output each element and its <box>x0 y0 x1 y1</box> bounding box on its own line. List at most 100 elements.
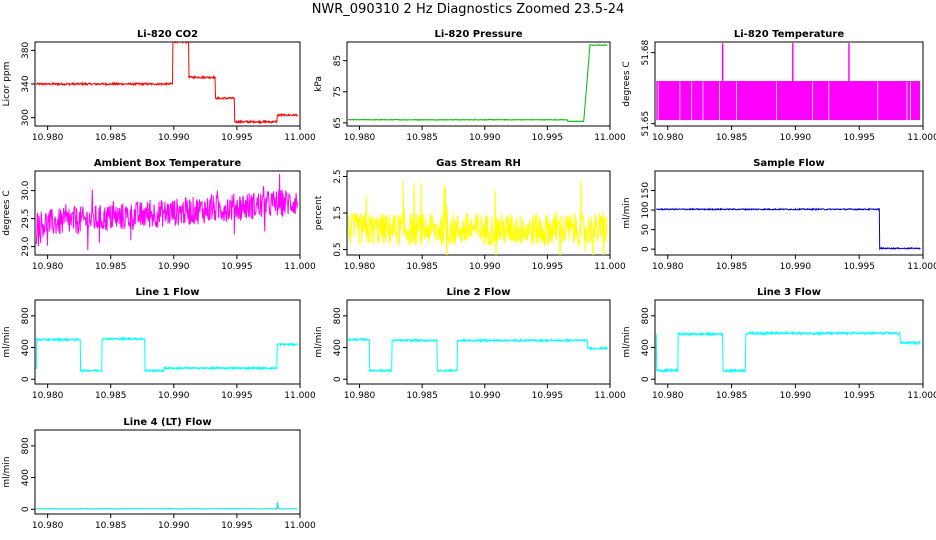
y-tick-label: 800 <box>21 437 31 454</box>
y-tick-label: 300 <box>21 109 31 126</box>
plot-frame <box>654 170 924 256</box>
plot-frame <box>34 170 301 256</box>
y-tick-label: 51.65 <box>641 111 651 137</box>
y-tick-label: 400 <box>21 339 31 356</box>
panel-title: Li-820 CO2 <box>137 29 198 40</box>
series-line <box>35 42 298 125</box>
series-group <box>348 337 608 373</box>
x-tick-label: 10.980 <box>652 262 684 272</box>
x-tick-label: 10.995 <box>221 262 253 272</box>
x-tick-label: 10.995 <box>843 262 875 272</box>
plot-frame <box>654 41 924 127</box>
x-tick-label: 11.000 <box>284 133 316 143</box>
panel-title: Li-820 Pressure <box>434 29 522 40</box>
series-band <box>656 81 921 121</box>
series-line <box>347 180 608 255</box>
panel-3: Li-820 Temperature 10.980 10.985 10.990 10.9… <box>622 29 936 143</box>
panel-title: Line 4 (LT) Flow <box>123 417 211 428</box>
panel-title: Gas Stream RH <box>436 158 521 169</box>
x-tick-label: 10.980 <box>32 521 64 531</box>
panel-2: Li-820 Pressure 10.980 10.985 10.990 10.995 1… <box>314 29 626 143</box>
y-tick-label: 75 <box>333 86 343 97</box>
series-group <box>36 502 298 510</box>
y-tick-label: 800 <box>21 307 31 324</box>
y-tick-label: 150 <box>641 182 651 199</box>
x-tick-label: 10.995 <box>221 391 253 401</box>
y-tick-label: 0 <box>21 506 31 512</box>
y-tick-label: 29.5 <box>21 209 31 229</box>
series-line <box>348 44 608 123</box>
x-tick-label: 11.000 <box>284 391 316 401</box>
series-group <box>655 330 921 374</box>
series-group <box>35 42 298 125</box>
series-line <box>35 336 298 374</box>
y-tick-label: 30.0 <box>21 180 31 200</box>
y-tick-label: 29.0 <box>21 236 31 256</box>
x-tick-label: 10.985 <box>716 133 748 143</box>
series-line <box>656 207 921 251</box>
x-tick-label: 10.980 <box>652 391 684 401</box>
panel-4: Ambient Box Temperature 10.980 10.985 10.99… <box>2 158 316 272</box>
x-tick-label: 10.980 <box>32 262 64 272</box>
x-tick-label: 11.000 <box>907 262 936 272</box>
y-axis-label: ml/min <box>314 326 324 357</box>
y-axis-label: Licor ppm <box>2 62 12 107</box>
y-axis-label: ml/min <box>2 326 12 357</box>
x-tick-label: 10.990 <box>780 133 812 143</box>
x-tick-label: 10.995 <box>843 133 875 143</box>
y-tick-label: 0 <box>641 376 651 382</box>
panel-5: Gas Stream RH 10.980 10.985 10.990 10.995 11.… <box>314 158 626 272</box>
x-tick-label: 10.985 <box>95 133 127 143</box>
y-tick-label: 0 <box>641 246 651 252</box>
panel-title: Li-820 Temperature <box>734 29 844 40</box>
panel-8: Line 2 Flow 10.980 10.985 10.990 10.995 11.00… <box>314 287 626 401</box>
x-tick-label: 11.000 <box>594 391 626 401</box>
y-tick-label: 400 <box>333 339 343 356</box>
series-group <box>35 173 298 251</box>
panel-10: Line 4 (LT) Flow 10.980 10.985 10.990 10.995… <box>2 417 316 531</box>
y-tick-label: 800 <box>333 307 343 324</box>
x-tick-label: 10.990 <box>158 262 190 272</box>
y-tick-label: 400 <box>641 339 651 356</box>
x-tick-label: 10.985 <box>406 133 438 143</box>
y-tick-label: 400 <box>21 469 31 486</box>
series-line <box>655 330 921 374</box>
x-tick-label: 10.990 <box>780 262 812 272</box>
y-axis-label: percent <box>314 195 324 230</box>
panel-title: Line 3 Flow <box>757 287 821 298</box>
y-axis-label: degrees C <box>2 190 12 235</box>
x-tick-label: 10.985 <box>406 391 438 401</box>
y-axis-label: ml/min <box>622 326 632 357</box>
y-tick-label: 85 <box>333 55 343 66</box>
panel-7: Line 1 Flow 10.980 10.985 10.990 10.995 11.00… <box>2 287 316 401</box>
y-axis-label: kPa <box>314 76 324 92</box>
x-tick-label: 11.000 <box>594 262 626 272</box>
x-tick-label: 10.990 <box>158 133 190 143</box>
plot-frame <box>34 429 301 515</box>
x-tick-label: 10.990 <box>469 133 501 143</box>
x-tick-label: 11.000 <box>594 133 626 143</box>
x-tick-label: 10.985 <box>716 262 748 272</box>
x-tick-label: 10.995 <box>532 391 564 401</box>
x-tick-label: 10.985 <box>95 521 127 531</box>
y-tick-label: 0.5 <box>333 242 343 256</box>
series-line <box>35 173 298 251</box>
y-tick-label: 65 <box>333 117 343 128</box>
y-tick-label: 100 <box>641 201 651 218</box>
x-tick-label: 10.990 <box>780 391 812 401</box>
x-tick-label: 11.000 <box>907 391 936 401</box>
x-tick-label: 10.995 <box>843 391 875 401</box>
panel-1: Li-820 CO2 10.980 10.985 10.990 10.995 11.000… <box>2 29 316 143</box>
x-tick-label: 10.990 <box>469 262 501 272</box>
series-line <box>348 337 608 373</box>
y-tick-label: 340 <box>21 75 31 92</box>
series-group <box>348 44 608 123</box>
y-tick-label: 2.5 <box>333 169 343 183</box>
x-tick-label: 10.980 <box>344 262 376 272</box>
y-axis-label: degrees C <box>622 61 632 106</box>
y-tick-label: 0 <box>333 376 343 382</box>
plot-frame <box>346 41 611 127</box>
panel-6: Sample Flow 10.980 10.985 10.990 10.995 11.00… <box>622 158 936 272</box>
series-group <box>347 180 608 255</box>
